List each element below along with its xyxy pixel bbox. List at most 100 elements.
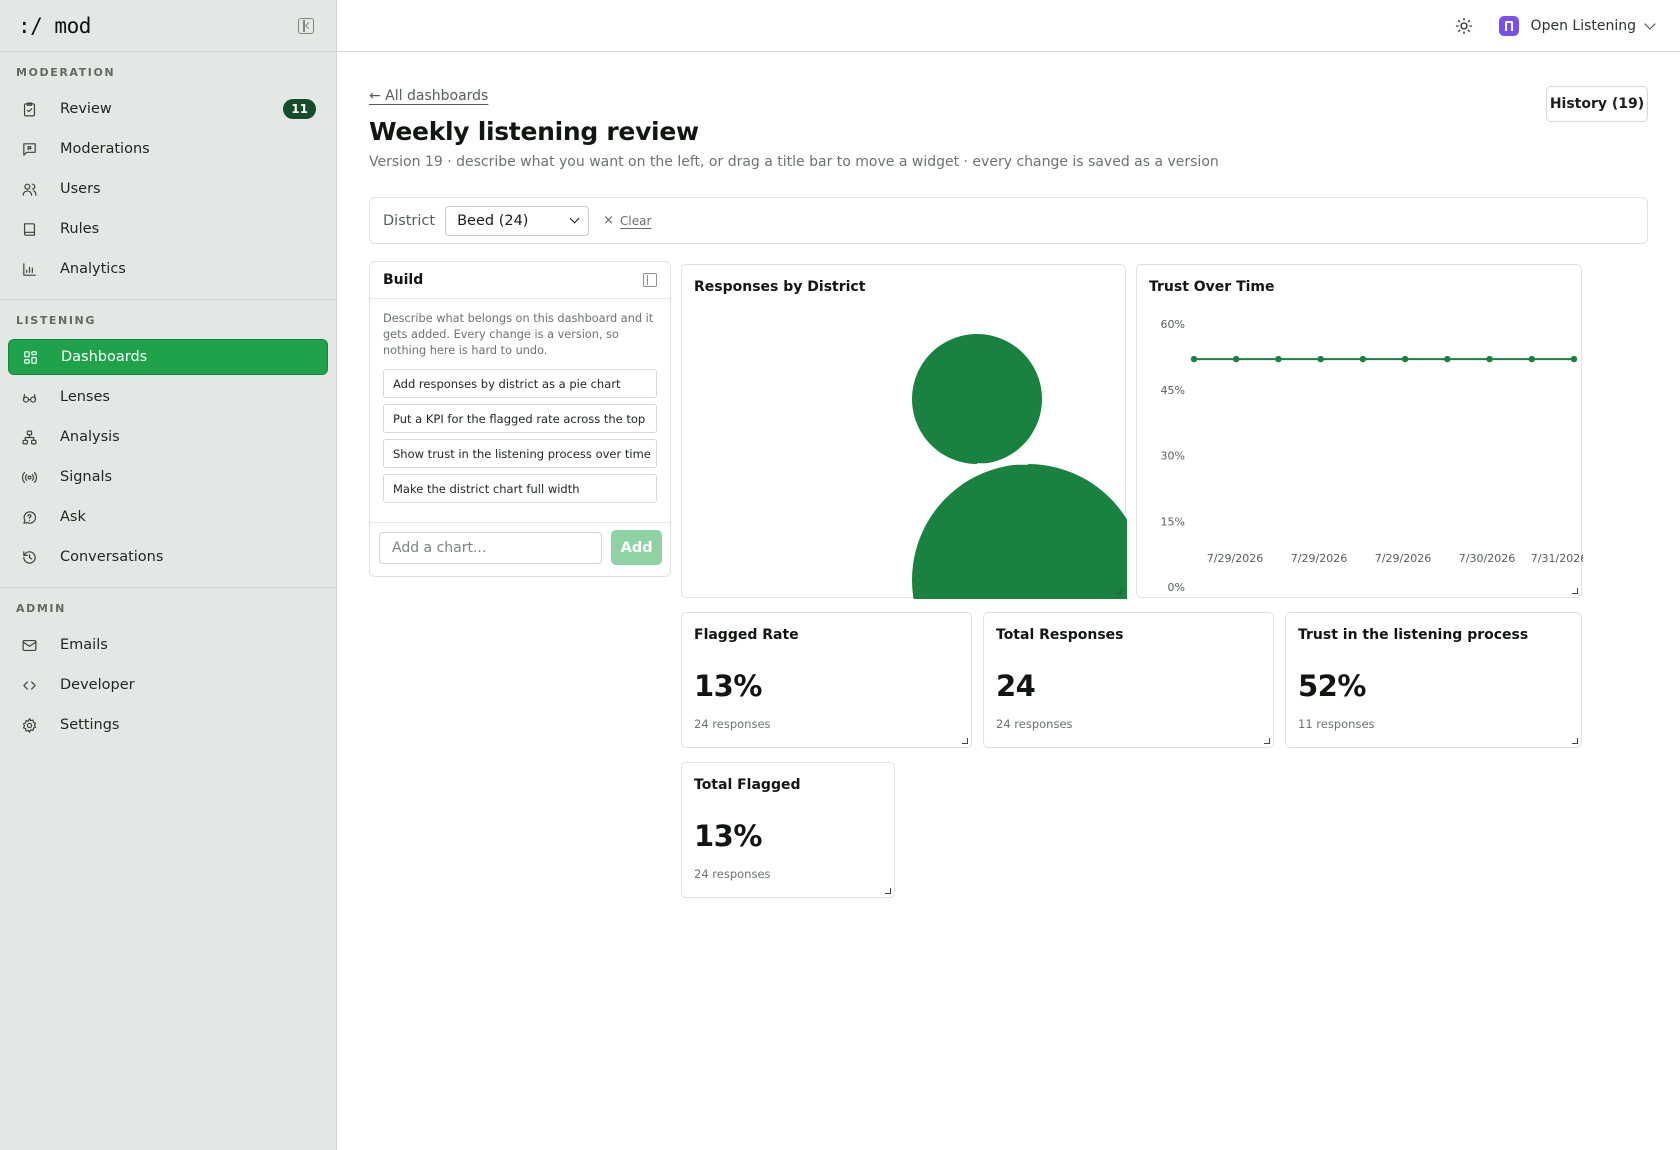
data-point[interactable] (1486, 355, 1493, 363)
suggestion-chip[interactable]: Show trust in the listening process over… (383, 439, 657, 468)
x-tick-label: 7/29/2026 (1375, 552, 1431, 565)
sidebar-item-label: Analytics (60, 261, 126, 277)
review-count-badge: 11 (283, 99, 316, 119)
kpi-value: 52% (1298, 669, 1366, 703)
add-chart-input[interactable]: Add a chart... (379, 531, 603, 564)
district-select-value: Beed (24) (457, 212, 529, 229)
kpi-caption: 11 responses (1298, 717, 1375, 731)
data-point[interactable] (1190, 355, 1198, 363)
resize-handle-icon[interactable] (885, 888, 891, 894)
widget-title[interactable]: Responses by District (694, 279, 866, 295)
sidebar-item-moderations[interactable]: Moderations (8, 131, 328, 167)
y-tick-label: 15% (1161, 515, 1185, 528)
sidebar-item-settings[interactable]: Settings (8, 707, 328, 743)
chevron-down-icon (1644, 17, 1656, 30)
app-logo[interactable]: :/ mod (18, 13, 91, 38)
kpi-title[interactable]: Flagged Rate (694, 627, 799, 643)
x-tick-label: 7/31/2026 (1531, 552, 1583, 565)
sidebar-section-label: MODERATION (16, 66, 116, 79)
sidebar-item-ask[interactable]: Ask (8, 499, 328, 535)
kpi-title[interactable]: Total Responses (996, 627, 1124, 643)
build-panel: Build Describe what belongs on this dash… (369, 261, 671, 577)
widget-total-flagged[interactable]: Total Flagged 13% 24 responses (681, 762, 895, 898)
data-point[interactable] (1275, 355, 1282, 363)
org-switcher[interactable]: Open Listening (1498, 15, 1656, 36)
clear-filter-label: Clear (620, 213, 652, 228)
donut-chart (912, 334, 1127, 599)
sidebar-item-label: Users (60, 181, 101, 197)
sidebar-item-conversations[interactable]: Conversations (8, 539, 328, 575)
chevron-down-icon (569, 213, 580, 224)
widget-trust-over-time[interactable]: Trust Over Time 0% 15% 30% 45% 60% 7/29/2026 7… (1136, 264, 1583, 598)
org-avatar (1498, 15, 1519, 36)
widget-flagged-rate[interactable]: Flagged Rate 13% 24 responses (681, 612, 972, 748)
build-panel-title: Build (383, 272, 424, 288)
data-point[interactable] (1359, 355, 1367, 363)
build-panel-header: Build (370, 262, 670, 299)
suggestion-chip[interactable]: Make the district chart full width (383, 474, 657, 503)
add-chart-button[interactable]: Add (611, 530, 662, 565)
sidebar-section-admin: ADMIN Emails Developer Settings (0, 588, 336, 755)
data-point[interactable] (1444, 355, 1451, 363)
kpi-value: 24 (996, 669, 1036, 703)
resize-handle-icon[interactable] (1116, 588, 1122, 594)
suggestion-chip[interactable]: Add responses by district as a pie chart (383, 369, 657, 398)
sidebar-item-label: Dashboards (61, 349, 148, 365)
x-tick-label: 7/30/2026 (1459, 552, 1515, 565)
resize-handle-icon[interactable] (1572, 588, 1578, 594)
resize-handle-icon[interactable] (1572, 738, 1578, 744)
data-point[interactable] (1233, 355, 1240, 363)
add-chart-row: Add a chart... Add (370, 522, 670, 565)
widget-title[interactable]: Trust Over Time (1149, 279, 1275, 295)
sidebar-collapse-icon[interactable] (298, 17, 314, 34)
build-description: Describe what belongs on this dashboard … (383, 312, 654, 357)
suggestion-chip[interactable]: Put a KPI for the flagged rate across th… (383, 404, 657, 433)
sidebar-section-moderation: MODERATION Review 11 Moderations Users Rules A… (0, 52, 336, 300)
pie-slice[interactable] (912, 334, 1127, 599)
clear-filter-link[interactable]: × Clear (603, 213, 651, 228)
data-point[interactable] (1401, 355, 1409, 363)
sidebar-item-analytics[interactable]: Analytics (8, 251, 328, 287)
page-title: Weekly listening review (369, 117, 699, 146)
kpi-value: 13% (694, 819, 762, 853)
data-point[interactable] (1317, 355, 1324, 363)
sidebar-item-analysis[interactable]: Analysis (8, 419, 328, 455)
panel-collapse-icon[interactable] (643, 273, 657, 287)
widget-trust-in-listening-process[interactable]: Trust in the listening process 52% 11 re… (1285, 612, 1582, 748)
resize-handle-icon[interactable] (962, 738, 968, 744)
kpi-title[interactable]: Total Flagged (694, 777, 801, 793)
sidebar-item-rules[interactable]: Rules (8, 211, 328, 247)
sidebar-item-label: Analysis (60, 429, 120, 445)
sidebar-item-label: Review (60, 101, 112, 117)
widget-total-responses[interactable]: Total Responses 24 24 responses (983, 612, 1274, 748)
resize-handle-icon[interactable] (1264, 738, 1270, 744)
theme-toggle-sun-icon[interactable] (1455, 17, 1473, 35)
history-button[interactable]: History (19) (1546, 86, 1648, 122)
users-icon (20, 180, 38, 198)
sidebar-item-lenses[interactable]: Lenses (8, 379, 328, 415)
kpi-title[interactable]: Trust in the listening process (1298, 627, 1529, 643)
district-select[interactable]: Beed (24) (445, 205, 590, 236)
sidebar-item-users[interactable]: Users (8, 171, 328, 207)
bar-chart-icon (20, 260, 38, 278)
sidebar-item-developer[interactable]: Developer (8, 667, 328, 703)
data-point[interactable] (1570, 355, 1578, 363)
y-tick-label: 0% (1168, 581, 1185, 594)
sidebar-item-review[interactable]: Review 11 (8, 91, 328, 127)
glasses-icon (20, 388, 38, 406)
widget-responses-by-district[interactable]: Responses by District (681, 264, 1127, 599)
y-tick-label: 60% (1161, 318, 1185, 331)
filter-bar: District Beed (24) × Clear (369, 197, 1648, 244)
all-dashboards-link[interactable]: ← All dashboards (369, 88, 489, 104)
sidebar-item-label: Emails (60, 637, 108, 653)
book-icon (20, 220, 38, 238)
sidebar-item-signals[interactable]: Signals (8, 459, 328, 495)
sidebar-item-dashboards[interactable]: Dashboards (8, 339, 328, 375)
sidebar: :/ mod MODERATION Review 11 Moderations User… (0, 0, 337, 1150)
data-point[interactable] (1528, 355, 1535, 363)
x-tick-label: 7/29/2026 (1291, 552, 1347, 565)
sidebar-item-label: Signals (60, 469, 113, 485)
sidebar-item-emails[interactable]: Emails (8, 627, 328, 663)
kpi-caption: 24 responses (996, 717, 1073, 731)
brand-bar: :/ mod (0, 0, 336, 52)
